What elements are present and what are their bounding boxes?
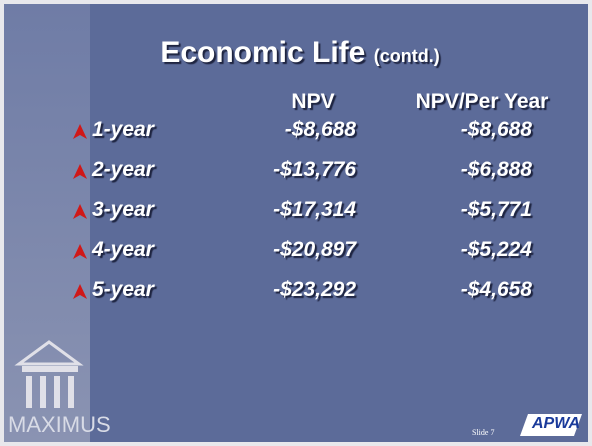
- building-logo: [14, 340, 84, 408]
- row-label: 2-year: [92, 158, 154, 181]
- logo-text: MAXIMUS: [8, 412, 111, 437]
- npv-per-year: -$4,658: [460, 278, 532, 301]
- bullet: [73, 244, 87, 259]
- bullet-arrow: [73, 284, 87, 299]
- column-header: NPV/Per Year: [415, 90, 549, 113]
- row-label: 3-year: [92, 198, 154, 221]
- row-label: 5-year: [92, 278, 154, 301]
- slide: Economic Life (contd.) MAXIMUS Slide 7 A…: [4, 4, 588, 442]
- row-label: 4-year: [92, 238, 154, 261]
- brand-logo: APWA: [520, 414, 582, 436]
- column-header: NPV: [291, 90, 335, 113]
- title-sub: (contd.): [373, 46, 440, 66]
- bullet-arrow: [73, 204, 87, 219]
- bullet: [73, 204, 87, 219]
- bullet-arrow: [73, 124, 87, 139]
- slide-title: Economic Life (contd.): [4, 36, 588, 70]
- npv-value: -$8,688: [284, 118, 356, 141]
- bullet-arrow: [73, 164, 87, 179]
- npv-per-year: -$5,224: [460, 238, 532, 261]
- npv-value: -$17,314: [273, 198, 356, 221]
- bullet: [73, 164, 87, 179]
- npv-value: -$13,776: [273, 158, 356, 181]
- brand-text: APWA: [532, 415, 580, 432]
- bullet-arrow: [73, 244, 87, 259]
- brand-shape: [520, 414, 582, 436]
- slide-number: Slide 7: [472, 428, 495, 437]
- bullet: [73, 124, 87, 139]
- row-label: 1-year: [92, 118, 154, 141]
- npv-per-year: -$5,771: [460, 198, 532, 221]
- npv-per-year: -$6,888: [460, 158, 532, 181]
- title-text: Economic Life: [160, 36, 366, 69]
- bullet: [73, 284, 87, 299]
- npv-per-year: -$8,688: [460, 118, 532, 141]
- npv-value: -$20,897: [273, 238, 356, 261]
- npv-value: -$23,292: [273, 278, 356, 301]
